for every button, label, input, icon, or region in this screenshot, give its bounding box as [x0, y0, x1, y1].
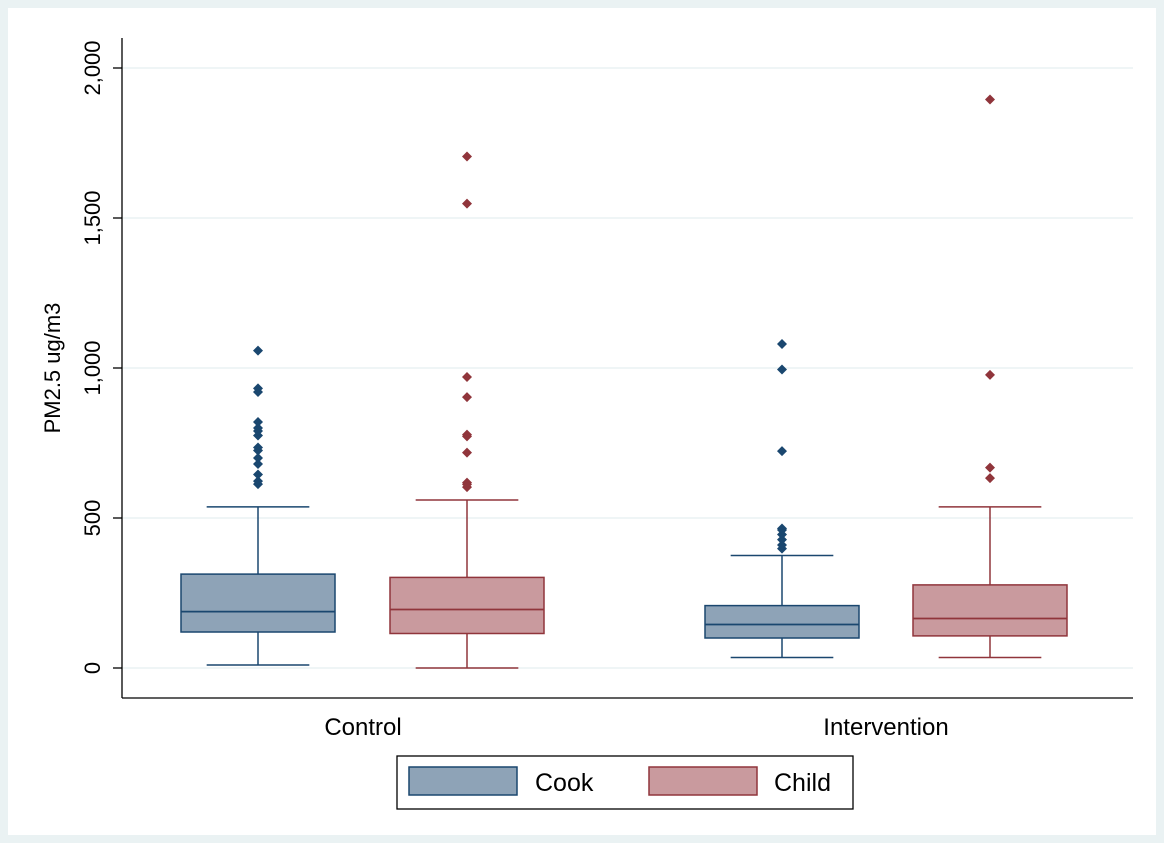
outlier-point: [462, 392, 472, 403]
outlier-point: [253, 459, 263, 469]
box-iqr: [389, 576, 545, 635]
outlier-point: [985, 369, 995, 380]
outlier-point: [462, 151, 472, 162]
legend-label-cook: Cook: [535, 769, 594, 797]
outlier-point: [462, 372, 472, 382]
legend-swatch-cook: [408, 766, 518, 796]
outlier-point: [462, 198, 472, 209]
outlier-point: [777, 446, 787, 457]
y-tick-label: 2,000: [80, 40, 105, 95]
box-iqr: [912, 584, 1068, 637]
outlier-point: [253, 476, 263, 487]
legend-label-child: Child: [774, 769, 831, 797]
box-child-intervention: [912, 94, 1068, 659]
outlier-point: [253, 453, 263, 463]
outlier-point: [253, 417, 263, 427]
box-cook-control: [180, 345, 336, 666]
box-child-control: [389, 151, 545, 669]
outlier-point: [985, 462, 995, 473]
outlier-point: [985, 473, 995, 484]
legend-swatch-child: [648, 766, 758, 796]
plot-area: [180, 94, 1068, 669]
y-tick-label: 0: [80, 662, 105, 674]
outlier-point: [777, 523, 787, 534]
box-iqr: [180, 573, 336, 633]
outlier-point: [777, 534, 787, 545]
box-cook-intervention: [704, 339, 860, 659]
outlier-point: [253, 345, 263, 356]
x-category-label-intervention: Intervention: [823, 714, 948, 741]
outlier-point: [985, 94, 995, 105]
box-iqr: [704, 604, 860, 639]
outlier-point: [462, 477, 472, 488]
y-tick-label: 500: [80, 500, 105, 537]
outlier-point: [777, 339, 787, 349]
x-axis-categories: Control Intervention: [324, 714, 948, 741]
x-category-label-control: Control: [324, 714, 401, 741]
y-tick-label: 1,500: [80, 190, 105, 245]
legend: Cook Child: [396, 755, 854, 810]
outlier-point: [777, 364, 787, 375]
outlier-point: [253, 442, 263, 453]
outlier-point: [253, 383, 263, 394]
outlier-point: [253, 423, 263, 433]
y-axis-ticks: 0 500 1,000 1,500 2,000: [80, 40, 122, 674]
gridlines: [122, 67, 1133, 669]
inner-background: [8, 8, 1156, 835]
outlier-point: [462, 429, 472, 440]
outlier-point: [253, 469, 263, 480]
outlier-point: [777, 540, 787, 550]
outlier-point: [462, 447, 472, 458]
y-tick-label: 1,000: [80, 340, 105, 395]
y-axis-label: PM2.5 ug/m3: [40, 303, 65, 434]
